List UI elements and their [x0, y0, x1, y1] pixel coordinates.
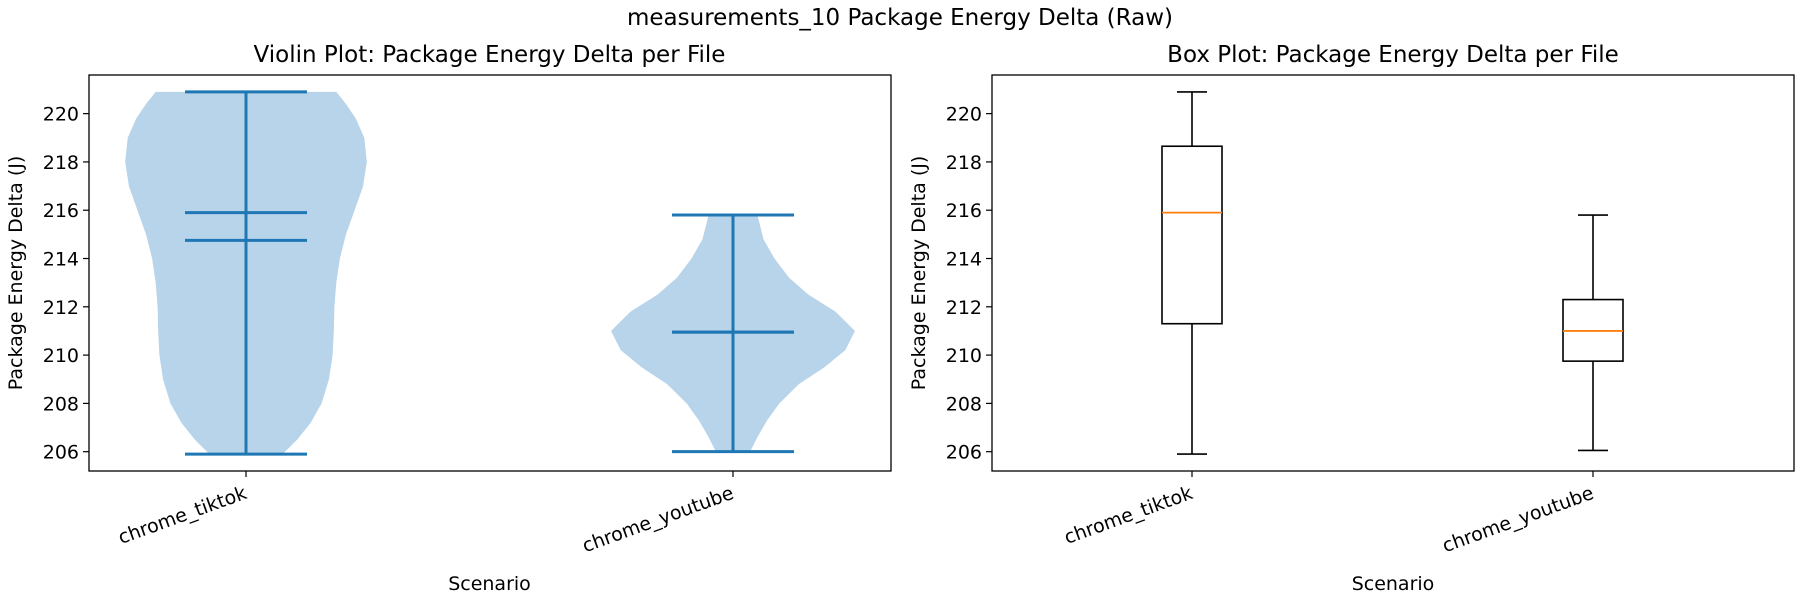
box-ytick-label: 220: [946, 104, 982, 126]
box-marks: [1161, 91, 1624, 455]
box-plot-frame: [991, 74, 1795, 472]
violin-xtick-label: chrome_tiktok: [115, 482, 249, 549]
box-ytick-label: 216: [946, 200, 982, 222]
violin-ytick-label: 216: [43, 200, 79, 222]
box-ytick-label: 208: [946, 393, 982, 415]
violin-x-axis-ticks: chrome_tiktok chrome_youtube: [115, 471, 737, 557]
violin-xtick-label: chrome_youtube: [579, 482, 736, 557]
violin-plot-frame: [88, 74, 892, 472]
box-ytick-label: 210: [946, 345, 982, 367]
violin-ytick-label: 206: [43, 442, 79, 464]
box-ytick-label: 206: [946, 442, 982, 464]
violin-ytick-label: 214: [43, 249, 79, 271]
box-ytick-label: 214: [946, 249, 982, 271]
violin-plot-title: Violin Plot: Package Energy Delta per Fi…: [254, 42, 726, 68]
violin-ytick-label: 208: [43, 393, 79, 415]
box-ytick-label: 218: [946, 152, 982, 174]
violin-y-axis-label: Package Energy Delta (J): [5, 156, 27, 391]
violin-ytick-label: 220: [43, 104, 79, 126]
figure-suptitle: measurements_10 Package Energy Delta (Ra…: [627, 5, 1173, 31]
box-plot-title: Box Plot: Package Energy Delta per File: [1167, 42, 1619, 68]
violin-marks: [125, 90, 855, 456]
box-y-axis-ticks: 206 208 210 212 214 216 218 220: [946, 104, 992, 464]
violin-plot-panel: Violin Plot: Package Energy Delta per Fi…: [5, 42, 892, 595]
box-x-axis-ticks: chrome_tiktok chrome_youtube: [1061, 471, 1597, 557]
box-plot-panel: Box Plot: Package Energy Delta per File …: [908, 42, 1795, 595]
violin-y-axis-ticks: 206 208 210 212 214 216 218 220: [43, 104, 89, 464]
box-x-axis-label: Scenario: [1352, 573, 1435, 595]
box-xtick-label: chrome_youtube: [1439, 482, 1596, 557]
box-iqr: [1161, 145, 1223, 325]
box-xtick-label: chrome_tiktok: [1061, 482, 1195, 549]
box-y-axis-label: Package Energy Delta (J): [908, 156, 930, 391]
violin-ytick-label: 210: [43, 345, 79, 367]
violin-ytick-label: 218: [43, 152, 79, 174]
violin-x-axis-label: Scenario: [448, 573, 531, 595]
violin-ytick-label: 212: [43, 297, 79, 319]
box-ytick-label: 212: [946, 297, 982, 319]
